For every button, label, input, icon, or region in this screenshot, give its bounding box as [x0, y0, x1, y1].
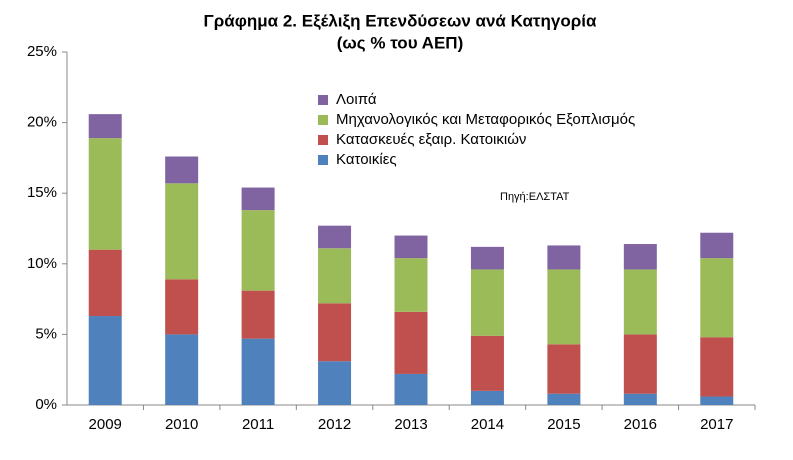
bar-segment [394, 311, 428, 374]
chart-subtitle: (ως % του ΑΕΠ) [337, 33, 463, 52]
bar-segment [623, 334, 657, 394]
bar-segment [318, 248, 352, 304]
x-tick-label: 2010 [165, 416, 198, 433]
bar-segment [165, 334, 199, 405]
bar-segment [241, 187, 275, 211]
legend-swatch [318, 135, 328, 145]
y-tick-label: 5% [35, 325, 57, 342]
bar-segment [547, 245, 581, 270]
bar-segment [88, 249, 122, 317]
bar-segment [470, 269, 504, 336]
bar-segment [88, 114, 122, 139]
bar-segment [700, 396, 734, 405]
bar-segment [470, 335, 504, 391]
bar-segment [318, 225, 352, 249]
bar-segment [165, 279, 199, 335]
y-tick-label: 20% [27, 114, 57, 131]
legend-swatch [318, 115, 328, 125]
bar-segment [241, 290, 275, 339]
y-tick-label: 10% [27, 255, 57, 272]
bar-segment [700, 258, 734, 338]
x-tick-label: 2015 [547, 416, 580, 433]
bar-segment [88, 138, 122, 250]
bar-segment [394, 258, 428, 312]
x-tick-label: 2014 [471, 416, 504, 433]
source-note: Πηγή:ΕΛΣΤΑΤ [500, 191, 570, 203]
bar-segment [547, 269, 581, 345]
legend-swatch [318, 155, 328, 165]
bar-segment [623, 393, 657, 405]
bar-segment [241, 210, 275, 291]
bar-segment [394, 235, 428, 259]
x-tick-label: 2009 [89, 416, 122, 433]
x-tick-label: 2013 [394, 416, 427, 433]
y-tick-label: 0% [35, 396, 57, 413]
bar-segment [623, 269, 657, 335]
legend-swatch [318, 95, 328, 105]
bar-segment [241, 338, 275, 405]
legend-label: Λοιπά [336, 91, 377, 108]
x-tick-label: 2016 [624, 416, 657, 433]
bar-segment [318, 303, 352, 362]
legend-label: Μηχανολογικός και Μεταφορικός Εξοπλισμός [336, 111, 635, 128]
y-tick-label: 25% [27, 43, 57, 60]
bar-segment [470, 390, 504, 405]
legend-label: Κατασκευές εξαιρ. Κατοικιών [336, 131, 526, 148]
chart-title: Γράφημα 2. Εξέλιξη Επενδύσεων ανά Κατηγο… [204, 11, 597, 30]
bar-segment [165, 183, 199, 280]
x-tick-label: 2011 [242, 416, 274, 433]
bar-segment [700, 232, 734, 259]
bar-segment [165, 156, 199, 184]
bar-segment [623, 244, 657, 270]
bar-segment [547, 393, 581, 405]
bar-segment [394, 373, 428, 405]
bar-segment [700, 337, 734, 397]
bar-segment [88, 316, 122, 405]
y-tick-label: 15% [27, 184, 57, 201]
bar-segment [318, 361, 352, 405]
bar-segment [547, 344, 581, 394]
x-tick-label: 2017 [700, 416, 733, 433]
legend-label: Κατοικίες [336, 151, 397, 168]
x-tick-label: 2012 [318, 416, 351, 433]
bar-segment [470, 246, 504, 270]
